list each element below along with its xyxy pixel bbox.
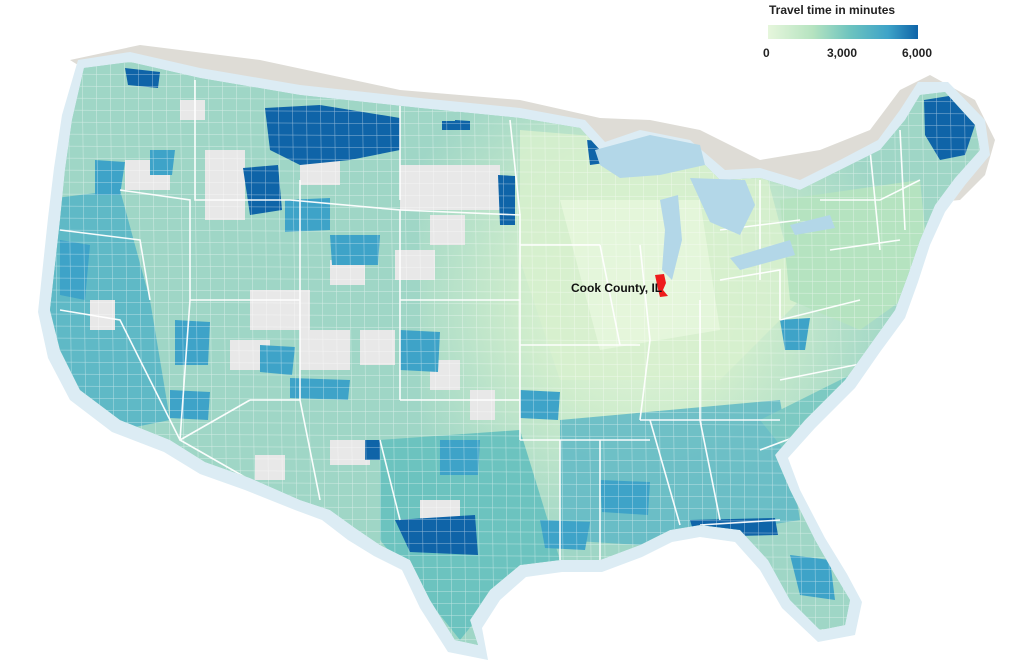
legend-tick-min: 0 xyxy=(763,46,770,60)
cook-county-highlight xyxy=(655,274,668,297)
legend-tick-mid: 3,000 xyxy=(827,46,858,60)
great-lakes xyxy=(595,135,835,280)
legend-tick-max: 6,000 xyxy=(902,46,933,60)
cook-county-label: Cook County, IL xyxy=(571,281,663,295)
legend-title: Travel time in minutes xyxy=(769,3,896,17)
legend-color-bar xyxy=(768,25,918,39)
